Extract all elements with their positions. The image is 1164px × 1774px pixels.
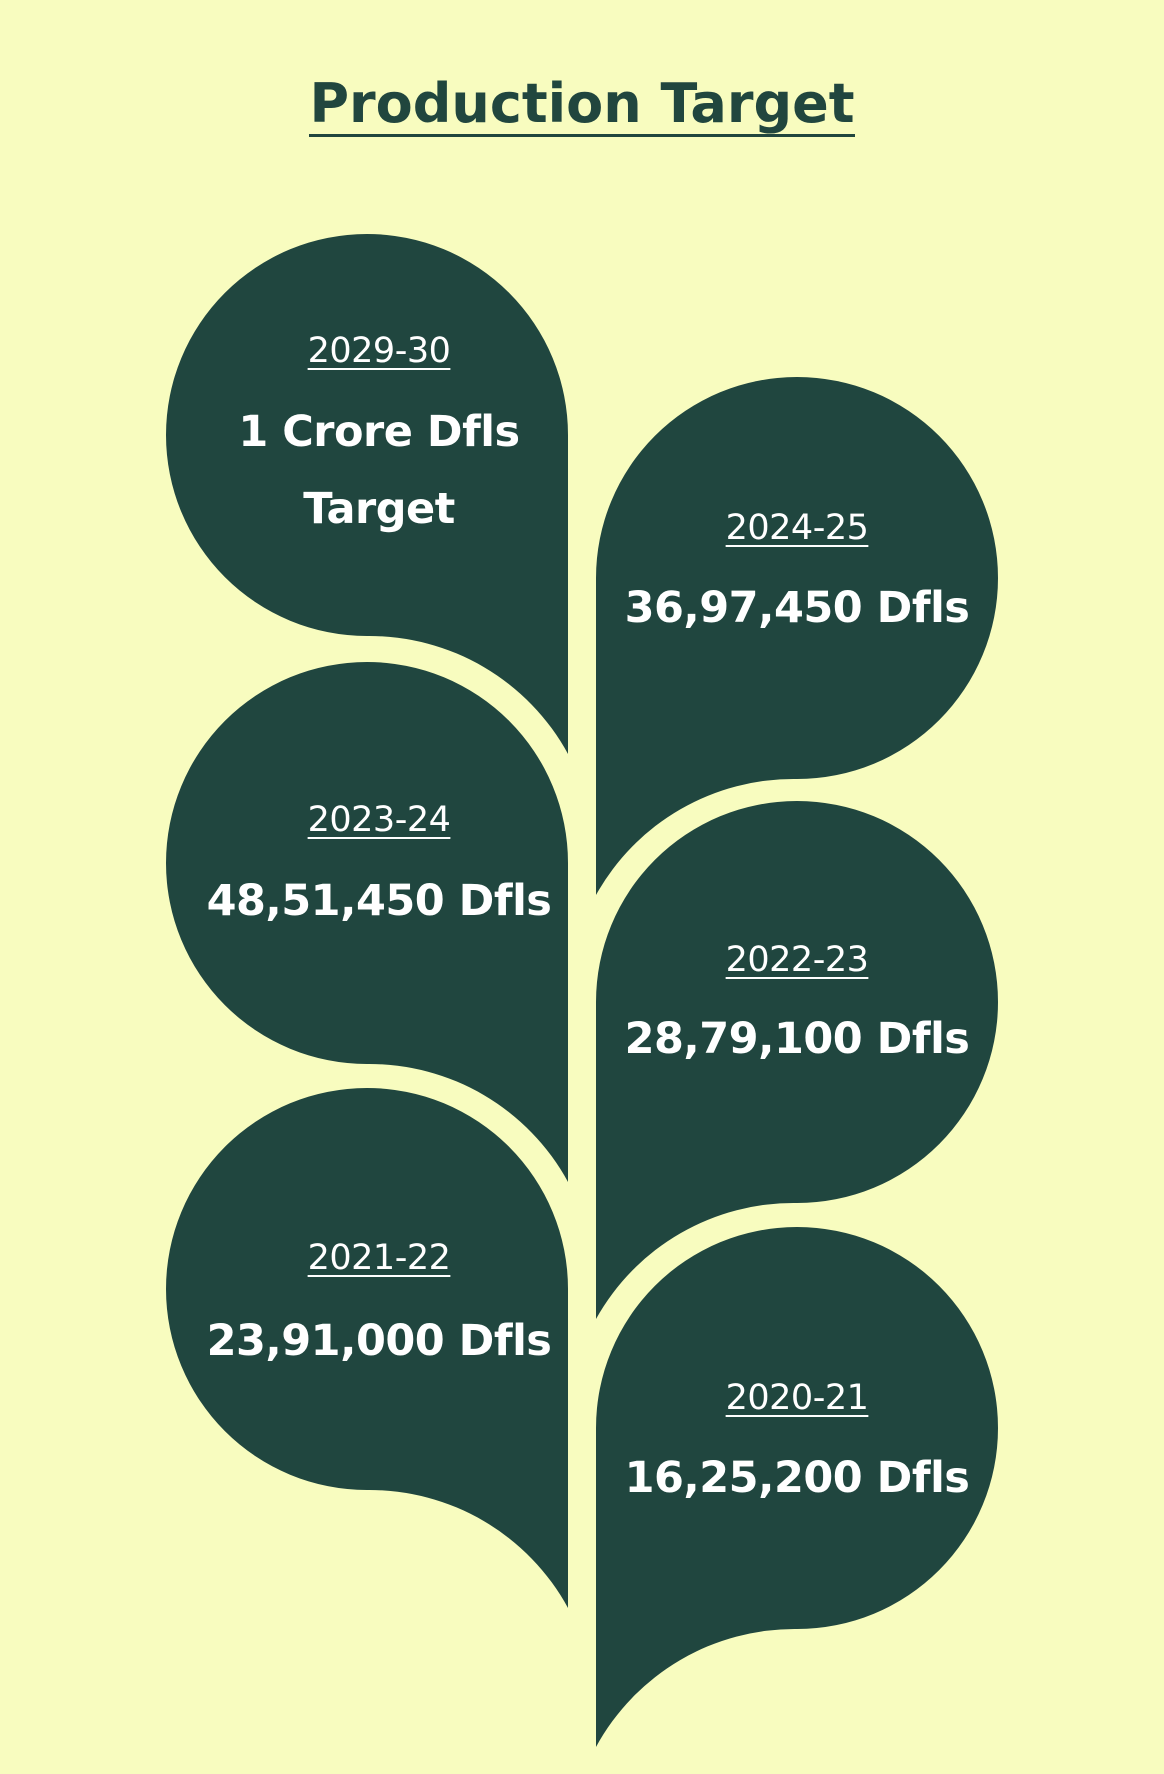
milestone-value: 23,91,000 Dfls	[206, 1316, 552, 1366]
milestone-year: 2029-30	[307, 331, 451, 371]
milestone-year: 2022-23	[725, 940, 869, 980]
milestone-bubble-2029-30: 2029-30 1 Crore Dfls Target	[166, 234, 568, 760]
milestone-year: 2020-21	[725, 1378, 869, 1418]
milestone-bubble-2023-24: 2023-24 48,51,450 Dfls	[166, 662, 568, 1188]
milestone-value: 28,79,100 Dfls	[624, 1014, 970, 1064]
milestone-year: 2023-24	[307, 800, 451, 840]
leaf-shape-icon	[596, 1227, 998, 1747]
leaf-shape-icon	[166, 234, 568, 754]
milestone-bubble-2022-23: 2022-23 28,79,100 Dfls	[596, 801, 998, 1327]
page-title-text: Production Target	[309, 72, 855, 137]
leaf-shape-icon	[166, 662, 568, 1182]
page-title: Production Target	[0, 72, 1164, 137]
milestone-bubble-2020-21: 2020-21 16,25,200 Dfls	[596, 1227, 998, 1753]
milestone-year: 2021-22	[307, 1238, 451, 1278]
leaf-shape-icon	[596, 377, 998, 895]
milestone-bubble-2021-22: 2021-22 23,91,000 Dfls	[166, 1088, 568, 1614]
leaf-shape-icon	[166, 1088, 568, 1608]
milestone-value: 48,51,450 Dfls	[206, 876, 552, 926]
milestone-bubble-2024-25: 2024-25 36,97,450 Dfls	[596, 377, 998, 903]
leaf-shape-icon	[596, 801, 998, 1319]
milestone-year: 2024-25	[725, 508, 869, 548]
milestone-value: 1 Crore Dfls	[238, 407, 520, 457]
milestone-value: 16,25,200 Dfls	[624, 1453, 970, 1503]
milestone-value-line2: Target	[303, 484, 455, 534]
milestone-value: 36,97,450 Dfls	[624, 583, 970, 633]
